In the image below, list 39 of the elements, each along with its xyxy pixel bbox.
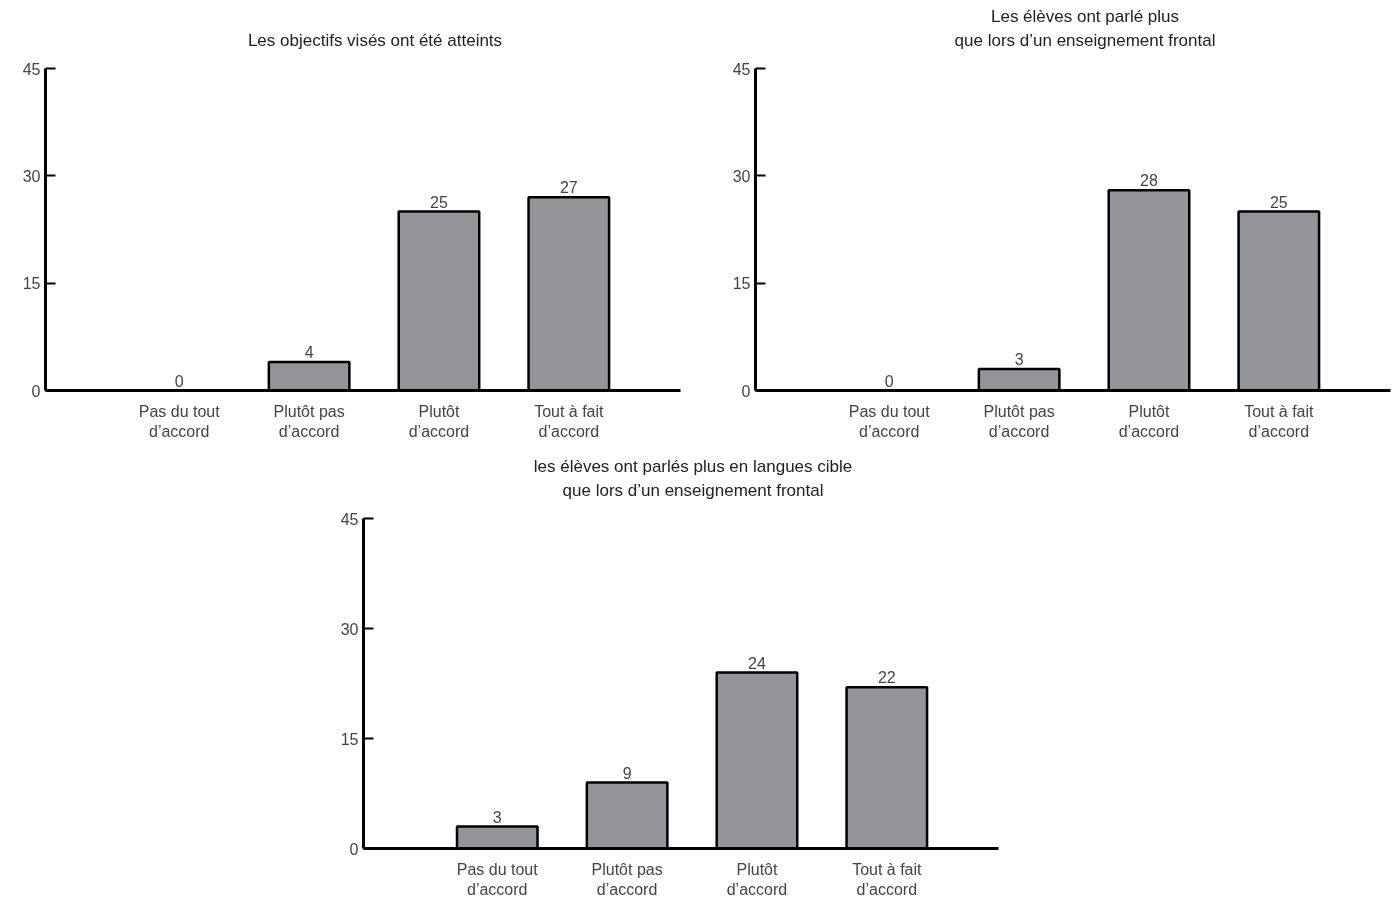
data-label: 27 [559,179,578,197]
data-label: 22 [877,669,896,687]
x-tick-label: Plutôt pas d’accord [273,402,345,440]
y-tick-label: 30 [732,167,751,185]
y-tick-label: 45 [22,60,41,78]
y-tick-label: 30 [22,167,41,185]
data-label: 3 [1014,351,1024,369]
x-tick-label: Pas du tout d’accord [138,402,221,440]
y-tick-label: 15 [340,730,359,748]
data-label: 25 [430,193,448,211]
x-tick-label: Plutôt d’accord [408,402,470,440]
chart-title: Les élèves ont parlé plus que lors d’un enseignement frontal [953,6,1217,53]
data-label: 0 [174,372,184,390]
x-tick-label: Plutôt pas d’accord [591,860,663,898]
y-tick-label: 45 [340,510,359,528]
y-tick-label: 15 [732,275,751,293]
x-tick-label: Tout à fait d’accord [534,402,605,440]
y-tick-label: 0 [741,382,751,400]
x-tick-label: Tout à fait d’accord [852,860,923,898]
x-tick-label: Plutôt d’accord [726,860,788,898]
data-label: 24 [748,654,766,672]
y-tick-label: 15 [22,275,41,293]
y-tick-label: 0 [31,382,41,400]
y-tick-label: 0 [349,840,359,858]
chart-title: Les objectifs visés ont été atteints [246,30,504,53]
data-label: 25 [1269,193,1288,211]
chart-title: les élèves ont parlés plus en langues cible que lors d’un enseignement frontal [532,456,854,503]
y-tick-label: 30 [340,620,359,638]
data-label: 28 [1140,172,1158,190]
data-label: 4 [304,343,314,361]
data-label: 0 [884,372,894,390]
data-label: 3 [492,808,502,826]
y-tick-label: 45 [732,60,751,78]
x-tick-label: Tout à fait d’accord [1244,402,1315,440]
data-label: 9 [622,764,632,782]
x-tick-label: Plutôt d’accord [1118,402,1180,440]
x-tick-label: Pas du tout d’accord [456,860,539,898]
x-tick-label: Pas du tout d’accord [848,402,931,440]
x-tick-label: Plutôt pas d’accord [983,402,1055,440]
